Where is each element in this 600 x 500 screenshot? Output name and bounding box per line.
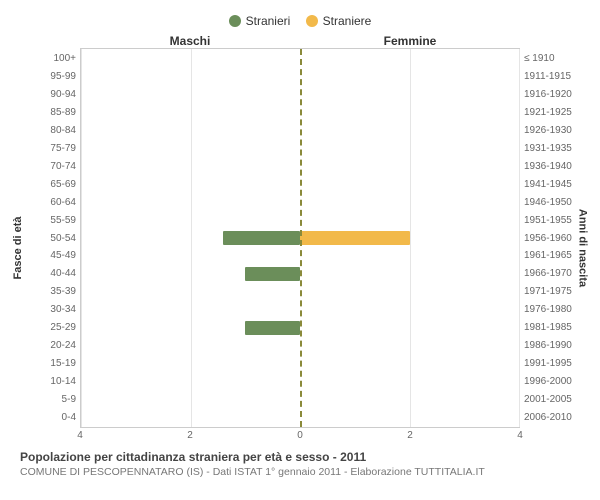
chart-footer: Popolazione per cittadinanza straniera p…	[10, 444, 590, 478]
x-tick: 0	[297, 430, 303, 441]
y-right-tick: 1941-1945	[524, 175, 586, 193]
column-title-right: Femmine	[300, 34, 520, 48]
y-left-tick: 90-94	[14, 86, 76, 104]
y-right-tick: 1991-1995	[524, 354, 586, 372]
y-left-tick: 85-89	[14, 104, 76, 122]
y-left-tick: 15-19	[14, 354, 76, 372]
bar-male	[245, 267, 300, 281]
x-tick: 4	[517, 430, 523, 441]
y-left-tick: 30-34	[14, 301, 76, 319]
legend-item-female: Straniere	[306, 14, 372, 28]
bar-female	[300, 231, 410, 245]
x-tick: 4	[77, 430, 83, 441]
y-left-tick: 80-84	[14, 122, 76, 140]
y-left-tick: 10-14	[14, 372, 76, 390]
y-left-tick: 95-99	[14, 68, 76, 86]
y-left-tick: 0-4	[14, 408, 76, 426]
y-left-tick: 60-64	[14, 193, 76, 211]
x-tick: 2	[187, 430, 193, 441]
gridline	[410, 49, 411, 427]
y-axis-title-left: Fasce di età	[12, 217, 24, 280]
y-right-tick: 1936-1940	[524, 157, 586, 175]
y-right-tick: 1911-1915	[524, 68, 586, 86]
chart-container: Stranieri Straniere Maschi Femmine Fasce…	[0, 0, 600, 500]
y-left-tick: 5-9	[14, 390, 76, 408]
legend-label-female: Straniere	[323, 14, 372, 28]
y-left-tick: 25-29	[14, 319, 76, 337]
y-right-tick: 2006-2010	[524, 408, 586, 426]
gridline	[191, 49, 192, 427]
column-title-left: Maschi	[80, 34, 300, 48]
gridline	[519, 49, 520, 427]
y-right-tick: 2001-2005	[524, 390, 586, 408]
y-left-tick: 75-79	[14, 140, 76, 158]
y-right-tick: 1931-1935	[524, 140, 586, 158]
y-right-tick: 1996-2000	[524, 372, 586, 390]
y-right-tick: 1976-1980	[524, 301, 586, 319]
y-right-tick: 1926-1930	[524, 122, 586, 140]
y-left-tick: 100+	[14, 50, 76, 68]
chart-title: Popolazione per cittadinanza straniera p…	[20, 450, 580, 464]
legend-item-male: Stranieri	[229, 14, 291, 28]
y-left-tick: 70-74	[14, 157, 76, 175]
legend-swatch-female	[306, 15, 318, 27]
legend-label-male: Stranieri	[246, 14, 291, 28]
bar-male	[245, 321, 300, 335]
y-left-tick: 35-39	[14, 283, 76, 301]
y-right-tick: 1916-1920	[524, 86, 586, 104]
chart-subtitle: COMUNE DI PESCOPENNATARO (IS) - Dati IST…	[20, 466, 580, 478]
legend-swatch-male	[229, 15, 241, 27]
legend: Stranieri Straniere	[10, 10, 590, 34]
column-titles: Maschi Femmine	[10, 34, 590, 48]
y-right-tick: 1921-1925	[524, 104, 586, 122]
bar-male	[223, 231, 300, 245]
plot-area: Fasce di età Anni di nascita 100+95-9990…	[10, 48, 590, 428]
y-left-tick: 65-69	[14, 175, 76, 193]
y-right-tick: ≤ 1910	[524, 50, 586, 68]
y-right-tick: 1981-1985	[524, 319, 586, 337]
chart-grid	[80, 48, 520, 428]
y-right-tick: 1986-1990	[524, 337, 586, 355]
x-axis: 4 2 0 2 4	[10, 428, 590, 444]
center-divider	[300, 49, 302, 427]
gridline	[81, 49, 82, 427]
y-left-tick: 20-24	[14, 337, 76, 355]
y-axis-title-right: Anni di nascita	[576, 209, 588, 287]
x-tick: 2	[407, 430, 413, 441]
